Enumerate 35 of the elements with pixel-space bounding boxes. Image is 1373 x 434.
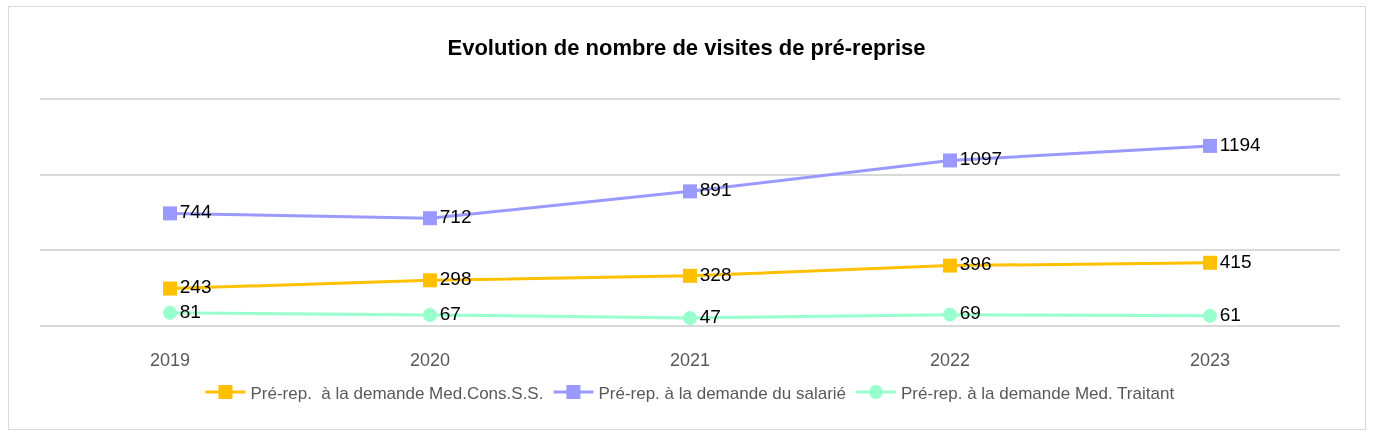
x-tick-label: 2021 xyxy=(669,350,711,371)
point xyxy=(423,273,437,288)
point xyxy=(1203,138,1217,153)
chart-title: Evolution de nombre de visites de pré-reprise xyxy=(447,35,926,61)
point xyxy=(683,310,697,325)
point xyxy=(163,281,177,296)
data-label: 415 xyxy=(1219,250,1252,272)
x-tick-label: 2019 xyxy=(149,350,191,371)
data-label: 1097 xyxy=(959,148,1003,170)
point xyxy=(423,211,437,226)
x-tick-label: 2020 xyxy=(409,350,451,371)
legend-label: Pré-rep. à la demande Med. Traitant xyxy=(901,383,1175,403)
point xyxy=(163,305,177,320)
point xyxy=(943,258,957,273)
legend-label: Pré-rep. à la demande Med.Cons.S.S. xyxy=(250,383,544,403)
data-label: 744 xyxy=(179,201,212,223)
point xyxy=(683,268,697,283)
point xyxy=(1203,255,1217,270)
data-label: 69 xyxy=(959,302,981,324)
data-label: 47 xyxy=(699,305,721,327)
x-tick-label: 2023 xyxy=(1189,350,1231,371)
data-label: 712 xyxy=(439,205,472,227)
data-label: 891 xyxy=(699,179,732,201)
legend-label: Pré-rep. à la demande du salarié xyxy=(598,383,847,403)
point xyxy=(943,153,957,168)
data-label: 1194 xyxy=(1219,133,1262,155)
x-tick-label: 2022 xyxy=(929,350,971,371)
data-label: 61 xyxy=(1219,303,1241,325)
point xyxy=(163,206,177,221)
data-label: 67 xyxy=(439,302,461,324)
point xyxy=(1203,308,1217,323)
point xyxy=(683,184,697,199)
point xyxy=(943,307,957,322)
point xyxy=(423,307,437,322)
data-label: 81 xyxy=(179,300,201,322)
